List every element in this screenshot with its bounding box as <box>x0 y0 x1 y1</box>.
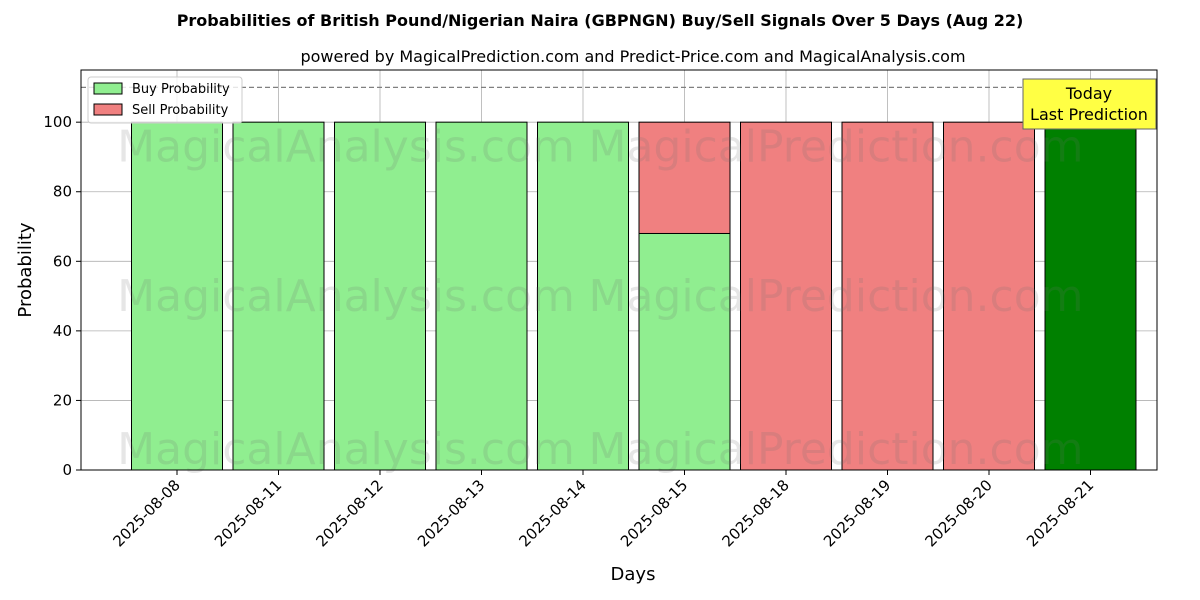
legend-label: Buy Probability <box>132 82 230 97</box>
x-tick-label: 2025-08-13 <box>414 476 488 550</box>
bar-sell-2025-08-19 <box>841 121 934 471</box>
plot-frame <box>80 69 1158 471</box>
x-tick-label: 2025-08-19 <box>820 476 894 550</box>
annotation-box: Today Last Prediction <box>1022 78 1157 130</box>
annotation-text: Last Prediction <box>1030 105 1148 124</box>
chart-subtitle: powered by MagicalPrediction.com and Pre… <box>300 47 965 66</box>
y-axis: 0 20 40 60 80 100 <box>43 113 81 479</box>
watermark-text: MagicalPrediction.com <box>589 271 1084 322</box>
x-tick-label: 2025-08-12 <box>312 476 386 550</box>
legend-swatch <box>93 103 123 116</box>
y-tick-label: 0 <box>62 461 72 479</box>
x-tick-label: 2025-08-15 <box>617 476 691 550</box>
x-tick-label: 2025-08-18 <box>718 476 792 550</box>
annotation-background <box>1022 78 1157 130</box>
legend: Buy Probability Sell Probability <box>87 76 243 124</box>
chart-title: Probabilities of British Pound/Nigerian … <box>177 11 1024 30</box>
legend-swatch <box>93 82 123 95</box>
x-tick-label: 2025-08-08 <box>109 476 183 550</box>
legend-frame <box>87 76 243 124</box>
x-tick-label: 2025-08-20 <box>921 476 995 550</box>
watermark-text: MagicalPrediction.com <box>589 424 1084 475</box>
y-tick-label: 60 <box>53 252 72 270</box>
x-tick-label: 2025-08-14 <box>515 476 589 550</box>
x-axis: 2025-08-08 2025-08-11 2025-08-12 2025-08-13… <box>109 470 1097 550</box>
y-tick-label: 100 <box>43 113 72 131</box>
y-axis-label: Probability <box>15 222 36 317</box>
bar-sell-2025-08-20 <box>943 121 1035 471</box>
x-axis-label: Days <box>611 564 656 585</box>
y-tick-label: 80 <box>53 183 72 201</box>
bar-buy-2025-08-15 <box>638 232 731 471</box>
watermark-text: MagicalAnalysis.com <box>117 424 575 475</box>
y-tick-label: 40 <box>53 322 72 340</box>
bar-buy-2025-08-13 <box>435 121 528 471</box>
x-tick-label: 2025-08-21 <box>1023 476 1097 550</box>
bar-buy-2025-08-14 <box>537 121 629 471</box>
y-tick-label: 20 <box>53 391 72 409</box>
bar-sell-2025-08-15 <box>638 121 731 234</box>
legend-label: Sell Probability <box>132 103 229 118</box>
bar-buy-2025-08-08 <box>131 121 223 471</box>
watermark-text: MagicalAnalysis.com <box>117 271 575 322</box>
watermarks: MagicalAnalysis.com MagicalPrediction.com… <box>117 122 1083 476</box>
bar-buy-2025-08-21 <box>1044 121 1137 471</box>
bars <box>131 121 1137 471</box>
x-tick-label: 2025-08-11 <box>211 476 285 550</box>
watermark-text: MagicalPrediction.com <box>589 122 1084 173</box>
annotation-text: Today <box>1065 84 1112 103</box>
watermark-text: MagicalAnalysis.com <box>117 122 575 173</box>
